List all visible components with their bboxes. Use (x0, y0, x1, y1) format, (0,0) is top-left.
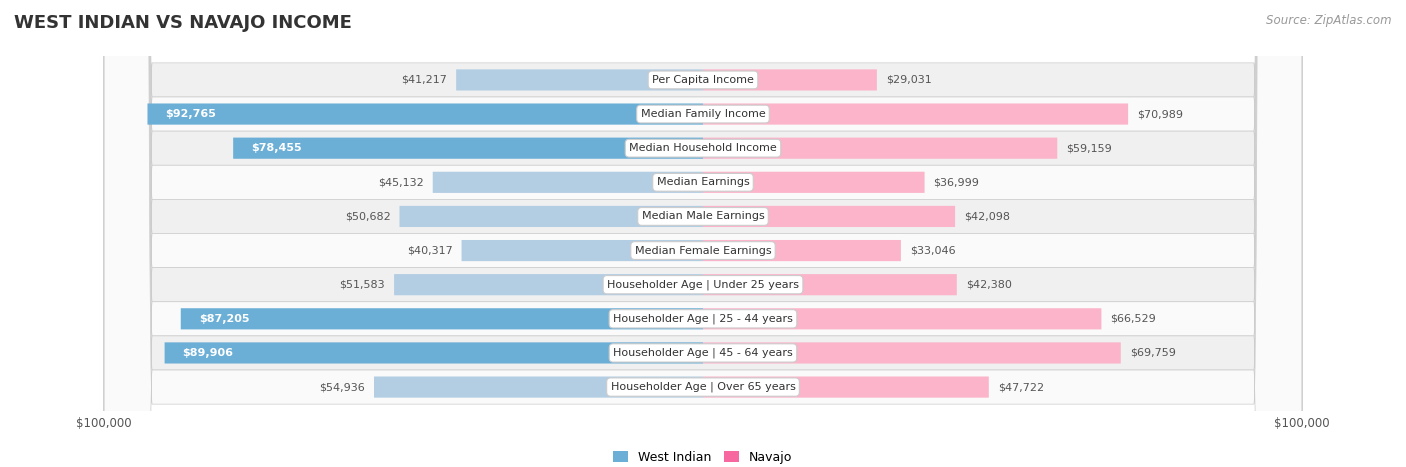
Text: Householder Age | 25 - 44 years: Householder Age | 25 - 44 years (613, 313, 793, 324)
Text: Householder Age | Under 25 years: Householder Age | Under 25 years (607, 279, 799, 290)
Text: $92,765: $92,765 (166, 109, 217, 119)
Text: Median Male Earnings: Median Male Earnings (641, 212, 765, 221)
FancyBboxPatch shape (461, 240, 703, 261)
FancyBboxPatch shape (104, 0, 1302, 467)
FancyBboxPatch shape (394, 274, 703, 295)
Text: $59,159: $59,159 (1066, 143, 1112, 153)
Text: $66,529: $66,529 (1111, 314, 1156, 324)
Text: $42,098: $42,098 (965, 212, 1010, 221)
FancyBboxPatch shape (703, 70, 877, 91)
Text: Median Earnings: Median Earnings (657, 177, 749, 187)
Text: $78,455: $78,455 (252, 143, 302, 153)
FancyBboxPatch shape (104, 0, 1302, 467)
Legend: West Indian, Navajo: West Indian, Navajo (609, 446, 797, 467)
FancyBboxPatch shape (165, 342, 703, 363)
FancyBboxPatch shape (703, 376, 988, 398)
FancyBboxPatch shape (104, 0, 1302, 467)
Text: $45,132: $45,132 (378, 177, 423, 187)
FancyBboxPatch shape (399, 206, 703, 227)
FancyBboxPatch shape (703, 206, 955, 227)
FancyBboxPatch shape (703, 274, 957, 295)
FancyBboxPatch shape (233, 138, 703, 159)
FancyBboxPatch shape (104, 0, 1302, 467)
FancyBboxPatch shape (703, 172, 925, 193)
FancyBboxPatch shape (703, 138, 1057, 159)
Text: $41,217: $41,217 (401, 75, 447, 85)
Text: $36,999: $36,999 (934, 177, 980, 187)
FancyBboxPatch shape (104, 0, 1302, 467)
Text: $69,759: $69,759 (1130, 348, 1175, 358)
Text: $40,317: $40,317 (406, 246, 453, 255)
Text: Householder Age | 45 - 64 years: Householder Age | 45 - 64 years (613, 348, 793, 358)
Text: WEST INDIAN VS NAVAJO INCOME: WEST INDIAN VS NAVAJO INCOME (14, 14, 352, 32)
FancyBboxPatch shape (104, 0, 1302, 467)
Text: $50,682: $50,682 (344, 212, 391, 221)
Text: Householder Age | Over 65 years: Householder Age | Over 65 years (610, 382, 796, 392)
FancyBboxPatch shape (181, 308, 703, 329)
Text: Median Household Income: Median Household Income (628, 143, 778, 153)
Text: $51,583: $51,583 (339, 280, 385, 290)
Text: $47,722: $47,722 (998, 382, 1043, 392)
Text: $70,989: $70,989 (1137, 109, 1182, 119)
FancyBboxPatch shape (374, 376, 703, 398)
Text: $89,906: $89,906 (183, 348, 233, 358)
FancyBboxPatch shape (703, 308, 1101, 329)
Text: $29,031: $29,031 (886, 75, 932, 85)
FancyBboxPatch shape (104, 0, 1302, 467)
Text: $33,046: $33,046 (910, 246, 956, 255)
Text: Per Capita Income: Per Capita Income (652, 75, 754, 85)
Text: $87,205: $87,205 (198, 314, 249, 324)
Text: $54,936: $54,936 (319, 382, 366, 392)
FancyBboxPatch shape (104, 0, 1302, 467)
FancyBboxPatch shape (104, 0, 1302, 467)
FancyBboxPatch shape (703, 104, 1128, 125)
Text: Median Female Earnings: Median Female Earnings (634, 246, 772, 255)
Text: Median Family Income: Median Family Income (641, 109, 765, 119)
FancyBboxPatch shape (433, 172, 703, 193)
Text: $42,380: $42,380 (966, 280, 1012, 290)
FancyBboxPatch shape (104, 0, 1302, 467)
FancyBboxPatch shape (703, 240, 901, 261)
FancyBboxPatch shape (148, 104, 703, 125)
FancyBboxPatch shape (703, 342, 1121, 363)
Text: Source: ZipAtlas.com: Source: ZipAtlas.com (1267, 14, 1392, 27)
FancyBboxPatch shape (456, 70, 703, 91)
